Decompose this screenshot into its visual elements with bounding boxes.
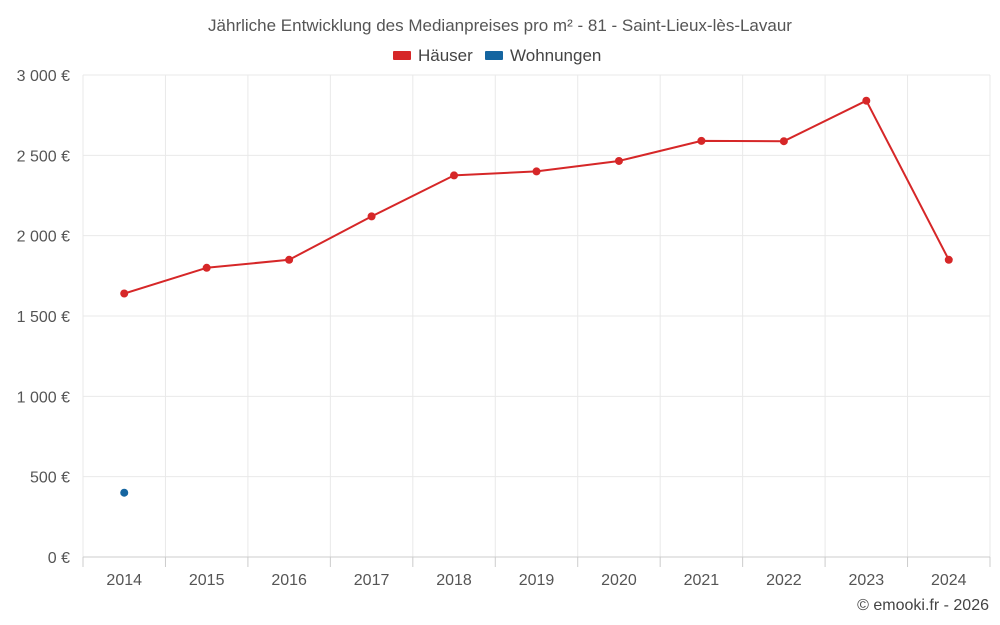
- y-tick-label: 500 €: [30, 470, 70, 487]
- grid: [82, 74, 991, 557]
- data-point-wohnungen[interactable]: [120, 488, 129, 497]
- y-tick-label: 1 500 €: [17, 309, 70, 326]
- legend-label-haeuser: Häuser: [418, 46, 473, 65]
- data-point-haeuser[interactable]: [450, 171, 459, 180]
- credit-text: © emooki.fr - 2026: [857, 597, 989, 614]
- y-tick-label: 1 000 €: [17, 389, 70, 406]
- y-tick-label: 0 €: [48, 550, 70, 567]
- y-axis: 0 € 500 € 1 000 € 1 500 € 2 000 € 2 500 € 3 00…: [17, 68, 70, 567]
- x-tick-label: 2020: [601, 572, 637, 589]
- legend-swatch-wohnungen: [485, 51, 503, 60]
- y-tick-label: 2 500 €: [17, 148, 70, 165]
- data-point-haeuser[interactable]: [367, 212, 376, 221]
- legend-swatch-haeuser: [393, 51, 411, 60]
- legend-item-wohnungen[interactable]: Wohnungen: [485, 46, 601, 65]
- data-point-haeuser[interactable]: [944, 255, 953, 264]
- data-point-haeuser[interactable]: [862, 96, 871, 105]
- data-point-haeuser[interactable]: [532, 167, 541, 176]
- legend-item-haeuser[interactable]: Häuser: [393, 46, 473, 65]
- y-tick-label: 3 000 €: [17, 68, 70, 85]
- x-tick-label: 2015: [189, 572, 225, 589]
- y-tick-label: 2 000 €: [17, 229, 70, 246]
- x-tick-label: 2023: [849, 572, 885, 589]
- x-tick-label: 2017: [354, 572, 390, 589]
- data-point-haeuser[interactable]: [285, 255, 294, 264]
- series: [120, 96, 953, 497]
- chart-title: Jährliche Entwicklung des Medianpreises …: [208, 16, 792, 35]
- x-tick-label: 2019: [519, 572, 555, 589]
- x-axis: 2014 2015 2016 2017 2018 2019 2020 2021 2022 2023…: [82, 556, 991, 589]
- legend[interactable]: Häuser Wohnungen: [393, 46, 601, 65]
- data-point-haeuser[interactable]: [202, 263, 211, 272]
- data-point-haeuser[interactable]: [120, 289, 129, 298]
- legend-label-wohnungen: Wohnungen: [510, 46, 601, 65]
- x-tick-label: 2021: [684, 572, 720, 589]
- data-point-haeuser[interactable]: [614, 156, 623, 165]
- x-tick-label: 2022: [766, 572, 802, 589]
- x-tick-label: 2014: [106, 572, 142, 589]
- x-tick-label: 2018: [436, 572, 472, 589]
- x-tick-label: 2024: [931, 572, 967, 589]
- data-point-haeuser[interactable]: [697, 136, 706, 145]
- x-tick-label: 2016: [271, 572, 307, 589]
- data-point-haeuser[interactable]: [779, 137, 788, 146]
